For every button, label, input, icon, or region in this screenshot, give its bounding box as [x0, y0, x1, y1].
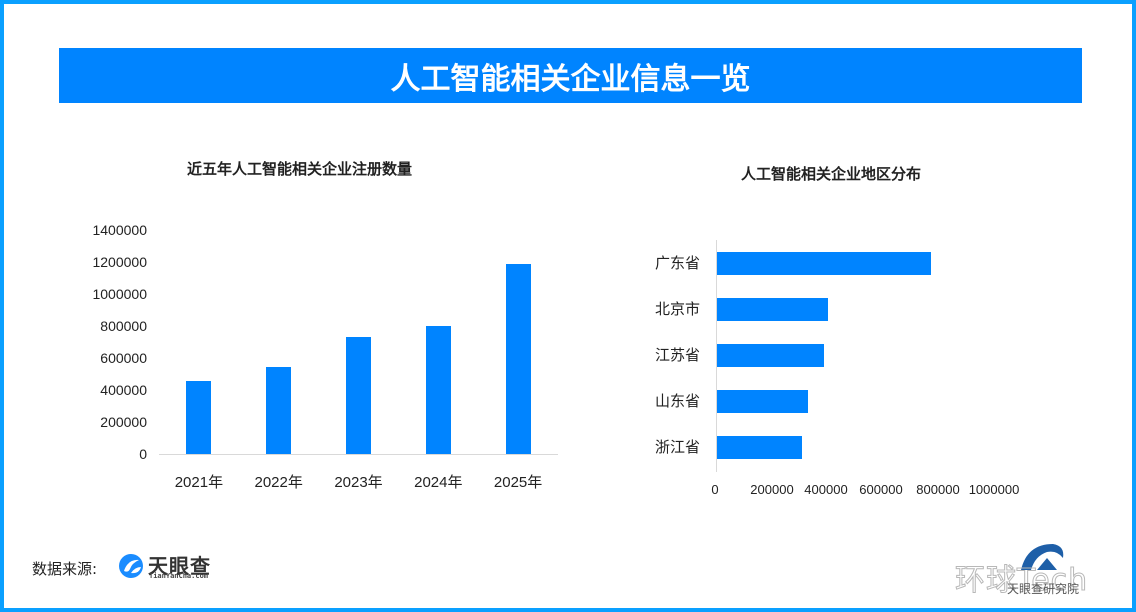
page-title: 人工智能相关企业信息一览 — [390, 61, 751, 97]
tianyancha-logo-icon — [119, 554, 143, 578]
bar-1 — [266, 366, 292, 454]
y-axis-line — [716, 240, 717, 472]
bar-0 — [186, 381, 212, 454]
x-tick-label: 1000000 — [968, 482, 1020, 497]
bar-4 — [717, 436, 803, 459]
y-tick-label: 400000 — [100, 382, 147, 398]
x-tick-label: 600000 — [859, 482, 903, 497]
x-tick-label: 2025年 — [493, 474, 543, 491]
y-tick-label: 1200000 — [92, 254, 147, 270]
title-banner: 人工智能相关企业信息一览 — [59, 48, 1082, 103]
source-label: 数据来源: — [32, 560, 98, 578]
watermark-subtitle: 天眼查研究院 — [1007, 582, 1080, 596]
bar-2 — [717, 344, 825, 367]
y-tick-label: 江苏省 — [654, 346, 700, 364]
watermark-text: 环球Tech — [954, 563, 1089, 599]
y-axis-ticks: 1400000 1200000 1000000 800000 600000 400000 2… — [66, 0, 147, 520]
y-tick-label: 浙江省 — [654, 438, 700, 456]
bar-1 — [717, 298, 829, 321]
y-tick-label: 北京市 — [654, 300, 700, 318]
y-tick-label: 0 — [139, 446, 147, 462]
x-tick-label: 400000 — [804, 482, 848, 497]
tianyancha-logo: 天眼查 TianYanCha.com — [118, 551, 218, 583]
x-axis-line — [159, 454, 558, 455]
bar-4 — [505, 263, 531, 454]
x-tick-label: 2021年 — [174, 474, 224, 491]
y-tick-label: 广东省 — [654, 254, 700, 272]
left-chart-title: 近五年人工智能相关企业注册数量 — [187, 160, 413, 178]
bar-2 — [346, 337, 371, 454]
x-tick-label: 0 — [711, 482, 719, 497]
x-tick-label: 2023年 — [334, 474, 383, 491]
x-tick-label: 200000 — [750, 482, 794, 497]
y-tick-label: 200000 — [100, 414, 147, 430]
y-tick-label: 1400000 — [92, 222, 147, 238]
y-tick-label: 1000000 — [92, 286, 147, 302]
y-tick-label: 山东省 — [654, 392, 700, 410]
bar-0 — [717, 252, 932, 275]
logo-url: TianYanCha.com — [149, 572, 209, 580]
logo-name: 天眼查 — [148, 554, 211, 578]
bar-3 — [425, 326, 451, 454]
watermark: 环球Tech 天眼查研究院 — [954, 540, 1125, 599]
bar-3 — [717, 390, 809, 413]
right-chart-title: 人工智能相关企业地区分布 — [741, 165, 922, 183]
x-tick-label: 2024年 — [414, 474, 463, 491]
y-tick-label: 600000 — [100, 350, 147, 366]
x-tick-label: 800000 — [916, 482, 960, 497]
x-tick-label: 2022年 — [254, 474, 303, 491]
y-tick-label: 800000 — [100, 318, 147, 334]
research-institute-icon — [1021, 544, 1064, 570]
